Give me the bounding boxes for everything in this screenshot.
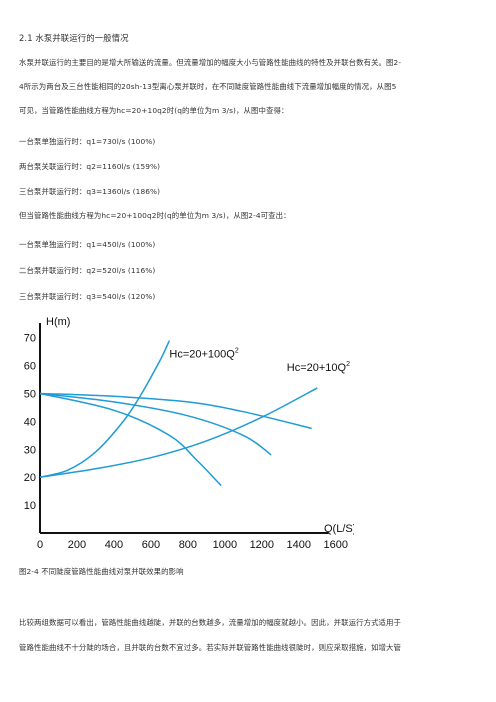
chart-annotations: Hc=20+100Q2 Hc=20+10Q2 <box>169 347 350 374</box>
paragraph-line: 管路性能曲线不十分陡的场合，且并联的台数不宜过多。若实际并联管路性能曲线很陡时，… <box>19 643 402 652</box>
y-tick-label: 30 <box>24 444 36 456</box>
x-tick-label: 1400 <box>287 539 311 551</box>
result-line: 两台泵关联运行时：q2=1160l/s (159%) <box>19 162 161 171</box>
y-tick-label: 60 <box>24 361 36 373</box>
x-tick-label: 1000 <box>213 539 237 551</box>
y-tick-label: 20 <box>24 472 36 484</box>
x-axis-label: Q(L/S) <box>324 523 354 535</box>
curve-line <box>39 387 318 478</box>
pump-curve-chart: H(m) Q(L/S) 0 200 400 600 800 1000 1200 1400 160… <box>24 316 354 551</box>
y-axis-label: H(m) <box>46 316 70 328</box>
chart-curves <box>39 340 318 487</box>
y-tick-label: 10 <box>24 500 36 512</box>
curve-line <box>39 392 222 487</box>
section-heading: 2.1 水泵并联运行的一般情况 <box>19 33 129 43</box>
y-tick-label: 50 <box>24 389 36 401</box>
x-tick-label: 1200 <box>250 539 274 551</box>
result-line: 一台泵单独运行时：q1=450l/s (100%) <box>19 240 156 249</box>
paragraph-line: 但当管路性能曲线方程为hc=20+100q2时(q的单位为m 3/s)，从图2-… <box>19 211 291 220</box>
x-tick-label: 800 <box>179 539 197 551</box>
x-tick-label: 200 <box>68 539 86 551</box>
y-tick-label: 40 <box>24 416 36 428</box>
paragraph-line: 水泵并联运行的主要目的是增大所输送的流量。但流量增加的幅度大小与管路性能曲线的特… <box>19 58 402 67</box>
curve-line <box>39 392 272 456</box>
curve-line <box>39 340 171 478</box>
result-line: 二台泵并联运行时：q2=520l/s (116%) <box>19 266 156 275</box>
x-tick-label: 0 <box>37 539 43 551</box>
result-line: 三台泵并联运行时：q3=1360l/s (186%) <box>19 187 161 196</box>
curve-annotation: Hc=20+10Q2 <box>287 361 350 374</box>
x-tick-label: 400 <box>105 539 123 551</box>
x-tick-label: 600 <box>142 539 160 551</box>
x-tick-label: 1600 <box>324 539 348 551</box>
paragraph-line: 4所示为两台及三台性能相同的20sh-13型离心泵并联时，在不同陡度管路性能曲线… <box>19 82 397 91</box>
curve-annotation: Hc=20+100Q2 <box>169 347 238 360</box>
chart-axes: 0 200 400 600 800 1000 1200 1400 1600 10 20 30 40 50 6… <box>24 323 348 551</box>
paragraph-line: 可见，当管路性能曲线方程为hc=20+10q2时(q的单位为m 3/s)，从图中… <box>19 106 289 115</box>
result-line: 一台泵单独运行时：q1=730l/s (100%) <box>19 137 156 146</box>
curve-line <box>39 392 312 430</box>
paragraph-line: 比较两组数据可以看出，管路性能曲线越陡，并联的台数越多，流量增加的幅度就越小。因… <box>19 618 402 627</box>
figure-caption: 图2-4 不同陡度管路性能曲线对泵并联效果的影响 <box>19 567 184 576</box>
result-line: 三台泵并联运行时：q3=540l/s (120%) <box>19 292 156 301</box>
y-tick-label: 70 <box>24 333 36 345</box>
